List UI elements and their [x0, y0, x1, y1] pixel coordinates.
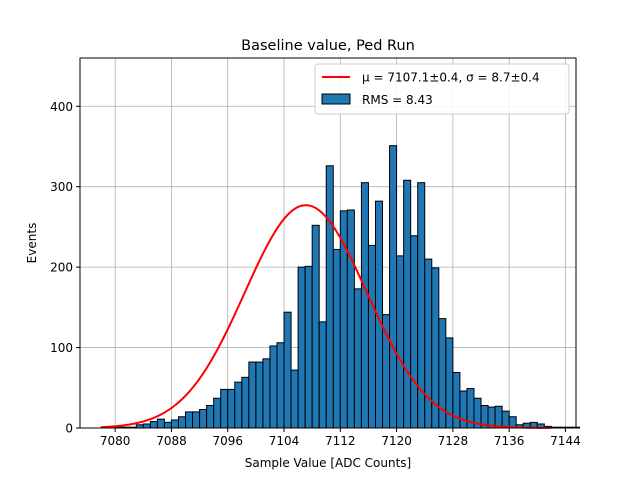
histogram-bar — [410, 235, 419, 429]
histogram-bar — [170, 419, 179, 429]
histogram-bar — [396, 255, 405, 429]
legend: μ = 7107.1±0.4, σ = 8.7±0.4 RMS = 8.43 — [314, 63, 570, 115]
histogram-bar — [255, 361, 264, 429]
histogram-bar — [149, 421, 158, 429]
histogram-bar — [199, 409, 208, 429]
legend-box — [314, 63, 570, 115]
legend-fit-label: μ = 7107.1±0.4, σ = 8.7±0.4 — [362, 71, 540, 85]
histogram-bar — [346, 209, 355, 429]
y-axis-label: Events — [25, 223, 39, 264]
histogram-bar — [311, 224, 320, 429]
gaussian-fit-curve — [101, 204, 552, 429]
histogram-bar — [290, 369, 299, 429]
histogram-bar — [353, 288, 362, 429]
x-tick-label: 7096 — [212, 434, 243, 448]
histogram-bar — [318, 321, 327, 429]
histogram-bar — [360, 182, 369, 429]
y-tick-label: 400 — [50, 100, 73, 114]
histogram-bar — [213, 397, 222, 429]
histogram-bar — [163, 421, 172, 429]
histogram-bar — [367, 244, 376, 429]
histogram-bar — [234, 381, 243, 429]
histogram-bar — [220, 388, 229, 429]
histogram-bar — [142, 423, 151, 429]
histogram-bar — [192, 411, 201, 429]
plot-frame — [79, 57, 577, 429]
x-tick-label: 7080 — [100, 434, 131, 448]
histogram-bar — [494, 405, 503, 429]
x-axis-ticks: 7080 7088 7096 7104 7112 7120 7128 7136 7144 — [100, 428, 581, 448]
histogram-bar — [283, 311, 292, 429]
x-tick-label: 7128 — [438, 434, 469, 448]
histogram-bar — [389, 145, 398, 429]
x-tick-label: 7120 — [381, 434, 412, 448]
histogram-bar — [262, 358, 271, 429]
histogram-bar — [276, 342, 285, 429]
gaussian-fit-layer — [101, 204, 552, 429]
histogram-bar — [297, 266, 306, 429]
y-tick-label: 100 — [50, 341, 73, 355]
histogram-bar — [241, 376, 250, 429]
x-tick-label: 7088 — [156, 434, 187, 448]
histogram-bar — [332, 248, 341, 429]
histogram-bar — [403, 179, 412, 429]
histogram-bar — [452, 372, 461, 429]
x-tick-label: 7136 — [494, 434, 525, 448]
histogram-bar — [185, 411, 194, 429]
x-tick-label: 7112 — [325, 434, 356, 448]
y-tick-label: 300 — [50, 180, 73, 194]
histogram-bar — [325, 165, 334, 429]
chart-title: Baseline value, Ped Run — [241, 38, 415, 54]
histogram-bar — [156, 418, 165, 429]
histogram-bar — [227, 388, 236, 429]
y-tick-label: 200 — [50, 261, 73, 275]
y-axis-ticks: 0 100 200 300 400 — [50, 100, 80, 436]
histogram-bar — [248, 361, 257, 429]
y-tick-label: 0 — [65, 422, 73, 436]
histogram-bar — [424, 258, 433, 429]
x-tick-label: 7104 — [269, 434, 300, 448]
histogram-bar — [459, 390, 468, 429]
legend-hist-swatch — [321, 93, 351, 105]
x-axis-label: Sample Value [ADC Counts] — [245, 456, 411, 470]
histogram-bar — [177, 416, 187, 429]
histogram-bar — [206, 404, 215, 429]
x-tick-label: 7144 — [550, 434, 581, 448]
histogram-bar — [269, 345, 278, 429]
histogram-bar — [501, 410, 510, 429]
legend-hist-label: RMS = 8.43 — [362, 93, 433, 107]
histogram-bar — [304, 265, 313, 429]
